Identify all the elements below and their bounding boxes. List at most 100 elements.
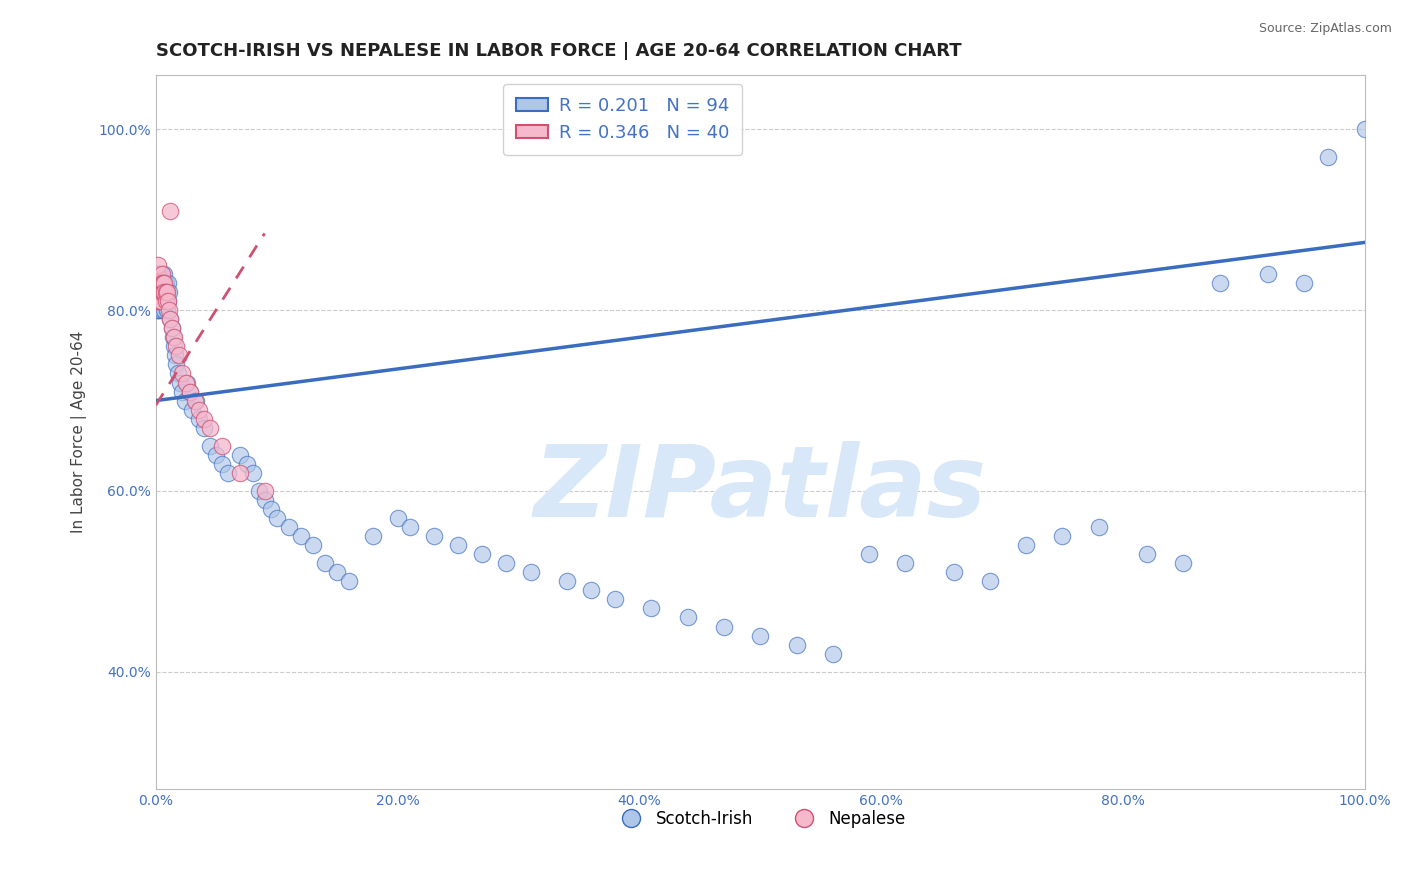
Point	[148, 276, 170, 290]
Point	[155, 294, 177, 309]
Point	[157, 285, 180, 299]
Point	[640, 601, 662, 615]
Point	[821, 647, 844, 661]
Point	[155, 285, 177, 299]
Point	[159, 312, 181, 326]
Point	[786, 638, 808, 652]
Point	[148, 285, 170, 299]
Point	[979, 574, 1001, 589]
Point	[152, 294, 174, 309]
Point	[146, 303, 169, 318]
Legend: Scotch-Irish, Nepalese: Scotch-Irish, Nepalese	[607, 803, 912, 834]
Point	[302, 538, 325, 552]
Point	[150, 303, 173, 318]
Point	[1317, 150, 1340, 164]
Point	[179, 384, 201, 399]
Point	[150, 285, 173, 299]
Point	[165, 348, 187, 362]
Point	[247, 483, 270, 498]
Point	[149, 276, 172, 290]
Point	[211, 439, 233, 453]
Point	[169, 376, 191, 390]
Point	[229, 466, 252, 480]
Point	[156, 303, 179, 318]
Point	[1015, 538, 1038, 552]
Point	[555, 574, 578, 589]
Point	[148, 285, 170, 299]
Point	[148, 294, 170, 309]
Point	[290, 529, 312, 543]
Point	[1173, 556, 1195, 570]
Point	[713, 619, 735, 633]
Point	[149, 285, 172, 299]
Point	[183, 393, 205, 408]
Point	[148, 285, 170, 299]
Point	[205, 448, 228, 462]
Point	[150, 276, 173, 290]
Point	[153, 303, 176, 318]
Point	[148, 294, 170, 309]
Point	[165, 339, 187, 353]
Point	[160, 321, 183, 335]
Text: SCOTCH-IRISH VS NEPALESE IN LABOR FORCE | AGE 20-64 CORRELATION CHART: SCOTCH-IRISH VS NEPALESE IN LABOR FORCE …	[156, 42, 962, 60]
Y-axis label: In Labor Force | Age 20-64: In Labor Force | Age 20-64	[72, 331, 87, 533]
Point	[605, 592, 627, 607]
Point	[150, 267, 173, 281]
Point	[153, 285, 176, 299]
Point	[1087, 520, 1109, 534]
Point	[148, 267, 170, 281]
Point	[242, 466, 264, 480]
Point	[153, 267, 176, 281]
Point	[159, 203, 181, 218]
Point	[266, 511, 288, 525]
Point	[156, 294, 179, 309]
Point	[253, 493, 276, 508]
Point	[179, 384, 201, 399]
Point	[314, 556, 336, 570]
Point	[471, 547, 494, 561]
Point	[152, 285, 174, 299]
Point	[148, 303, 170, 318]
Point	[155, 294, 177, 309]
Point	[277, 520, 299, 534]
Point	[146, 267, 169, 281]
Point	[150, 267, 173, 281]
Point	[152, 276, 174, 290]
Point	[894, 556, 917, 570]
Point	[150, 285, 173, 299]
Point	[519, 566, 541, 580]
Point	[1354, 122, 1376, 136]
Point	[188, 411, 211, 425]
Point	[676, 610, 699, 624]
Point	[174, 376, 197, 390]
Point	[148, 258, 170, 272]
Point	[172, 384, 194, 399]
Point	[188, 402, 211, 417]
Point	[163, 330, 186, 344]
Point	[163, 339, 186, 353]
Point	[157, 303, 180, 318]
Point	[146, 285, 169, 299]
Point	[253, 483, 276, 498]
Point	[387, 511, 409, 525]
Text: Source: ZipAtlas.com: Source: ZipAtlas.com	[1258, 22, 1392, 36]
Point	[146, 267, 169, 281]
Point	[149, 294, 172, 309]
Point	[423, 529, 446, 543]
Point	[193, 420, 215, 434]
Point	[149, 294, 172, 309]
Point	[166, 367, 188, 381]
Point	[149, 276, 172, 290]
Point	[172, 367, 194, 381]
Point	[148, 276, 170, 290]
Point	[260, 502, 283, 516]
Point	[160, 321, 183, 335]
Point	[148, 276, 170, 290]
Point	[1294, 276, 1316, 290]
Point	[181, 402, 204, 417]
Point	[152, 276, 174, 290]
Point	[156, 285, 179, 299]
Point	[211, 457, 233, 471]
Point	[150, 276, 173, 290]
Point	[1257, 267, 1279, 281]
